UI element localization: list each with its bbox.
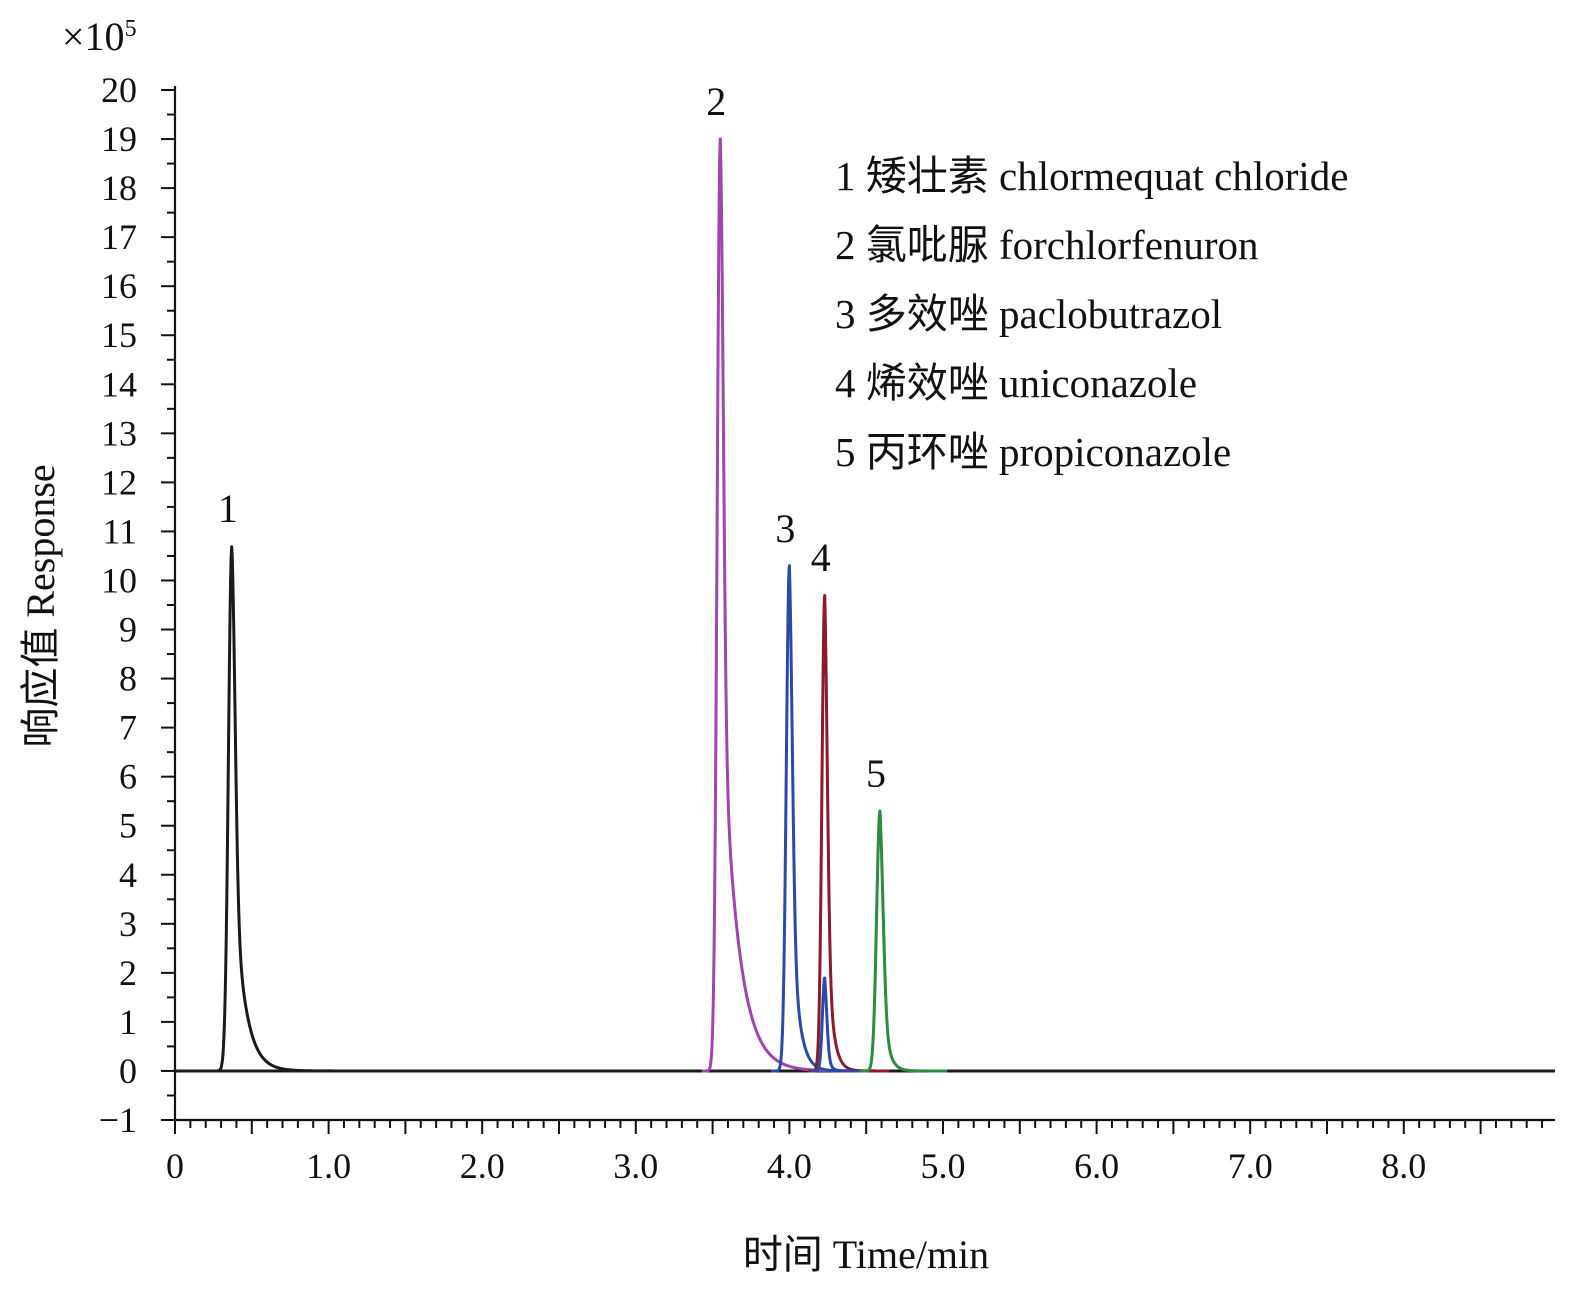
y-multiplier-exponent: 5 xyxy=(125,16,137,42)
traces-layer xyxy=(175,137,1555,1073)
series-trace-shoulder xyxy=(809,976,866,1073)
peak-label-5: 5 xyxy=(866,751,886,796)
peak-label-1: 1 xyxy=(218,486,238,531)
series-trace-5 xyxy=(858,809,949,1073)
legend-item-3: 3 多效唑 paclobutrazol xyxy=(835,291,1222,337)
x-tick-label: 0 xyxy=(166,1146,184,1186)
x-tick-label: 7.0 xyxy=(1228,1146,1273,1186)
y-tick-label: 17 xyxy=(101,217,137,257)
legend-item-4: 4 烯效唑 uniconazole xyxy=(835,360,1197,406)
y-tick-label: 11 xyxy=(102,511,137,551)
y-tick-label: −1 xyxy=(99,1100,137,1140)
y-tick-label: 18 xyxy=(101,168,137,208)
y-tick-label: 19 xyxy=(101,119,137,159)
x-tick-label: 1.0 xyxy=(306,1146,351,1186)
y-tick-label: 3 xyxy=(119,904,137,944)
y-tick-label: 13 xyxy=(101,413,137,453)
y-axis-title: 响应值 Response xyxy=(18,464,63,747)
x-tick-label: 4.0 xyxy=(767,1146,812,1186)
y-tick-label: 20 xyxy=(101,70,137,110)
x-axis-title: 时间 Time/min xyxy=(743,1232,989,1277)
x-tick-label: 2.0 xyxy=(460,1146,505,1186)
x-tick-label: 8.0 xyxy=(1381,1146,1426,1186)
legend-item-1: 1 矮壮素 chlormequat chloride xyxy=(835,153,1349,199)
y-tick-label: 1 xyxy=(119,1002,137,1042)
x-tick-label: 5.0 xyxy=(921,1146,966,1186)
legend: 1 矮壮素 chlormequat chloride 2 氯吡脲 forchlor… xyxy=(835,153,1349,475)
y-tick-label: 7 xyxy=(119,708,137,748)
y-multiplier: ×105 xyxy=(62,14,137,59)
peak-label-3: 3 xyxy=(775,506,795,551)
y-tick-label: 5 xyxy=(119,806,137,846)
y-tick-label: 2 xyxy=(119,953,137,993)
legend-item-5: 5 丙环唑 propiconazole xyxy=(835,429,1231,475)
x-tick-label: 6.0 xyxy=(1074,1146,1119,1186)
x-tick-label: 3.0 xyxy=(613,1146,658,1186)
y-tick-label: 10 xyxy=(101,560,137,600)
series-trace-1 xyxy=(210,545,354,1073)
legend-item-2: 2 氯吡脲 forchlorfenuron xyxy=(835,222,1259,268)
y-tick-label: 8 xyxy=(119,659,137,699)
peak-label-2: 2 xyxy=(706,79,726,124)
y-tick-label: 4 xyxy=(119,855,137,895)
y-tick-label: 0 xyxy=(119,1051,137,1091)
y-tick-label: 6 xyxy=(119,757,137,797)
peak-label-4: 4 xyxy=(811,535,831,580)
y-tick-label: 15 xyxy=(101,315,137,355)
labels-layer: 1 2 34 5 xyxy=(218,79,886,796)
y-tick-label: 9 xyxy=(119,610,137,650)
series-trace-4 xyxy=(806,593,891,1073)
y-tick-label: 14 xyxy=(101,364,137,404)
y-tick-label: 12 xyxy=(101,462,137,502)
y-tick-label: 16 xyxy=(101,266,137,306)
